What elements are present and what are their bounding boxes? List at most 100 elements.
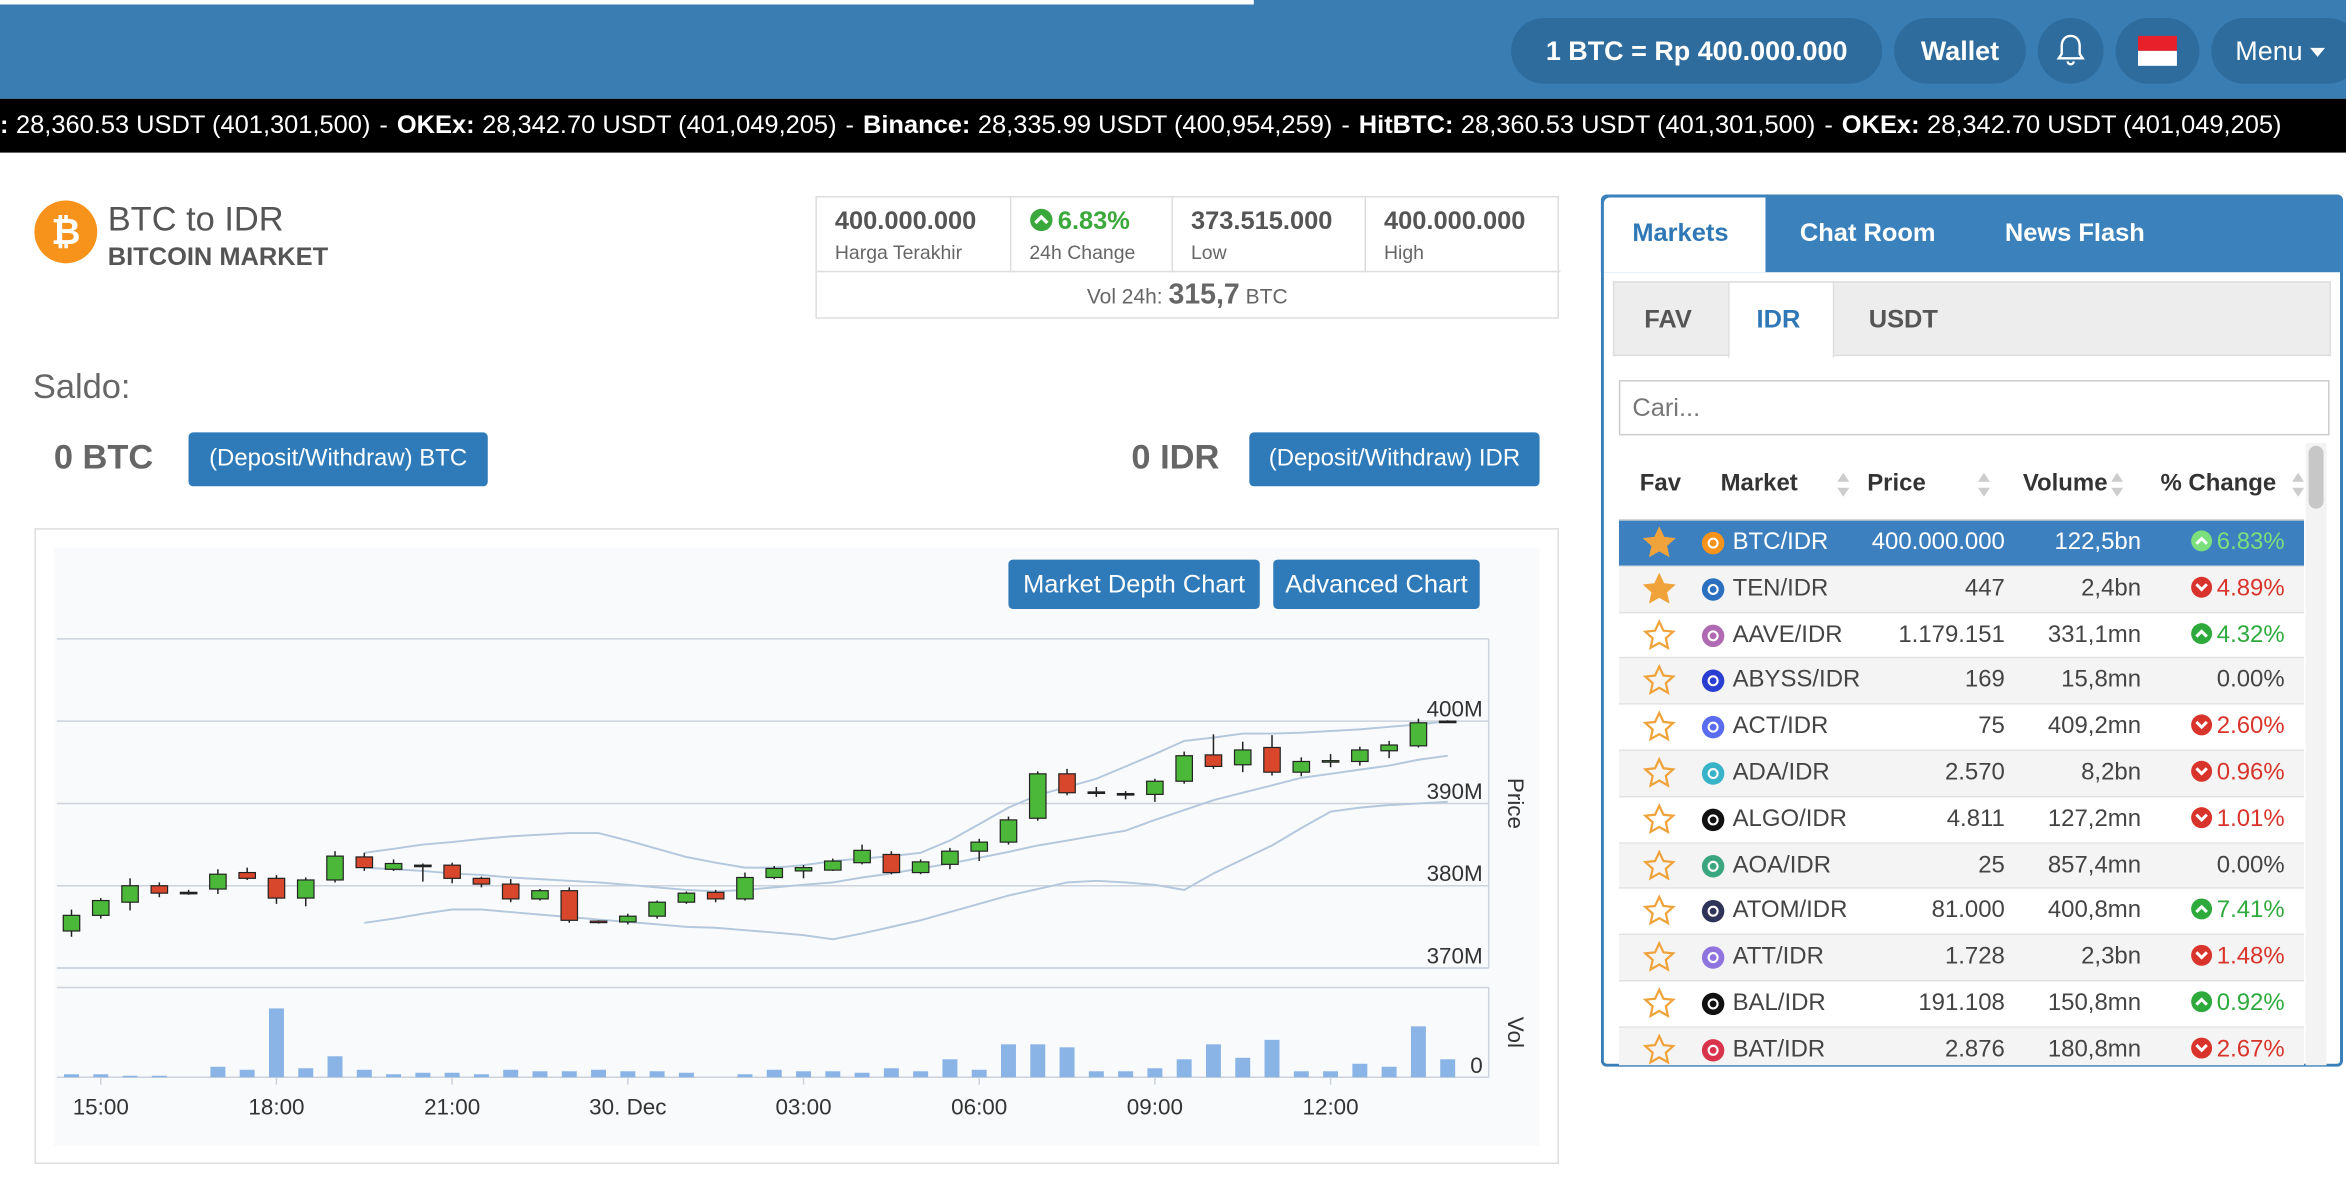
coin-circle [1701, 1038, 1725, 1062]
market-row[interactable]: ADA/IDR 2.570 8,2bn 0.96% [1618, 751, 2305, 798]
change-text: 7.41% [2216, 898, 2285, 924]
star-shape [1642, 987, 1676, 1019]
star-shape [1642, 710, 1676, 742]
coin-icon [1701, 946, 1725, 970]
language-button[interactable] [2115, 17, 2200, 84]
trend-circle [2190, 945, 2212, 967]
coin-icon [1701, 854, 1725, 877]
star-empty[interactable] [1642, 987, 1676, 1020]
coin-circle [1701, 762, 1725, 785]
volume-bar [883, 1068, 899, 1078]
market-change: 1.01% [2190, 806, 2285, 833]
balance-title: Saldo: [32, 366, 131, 406]
market-change: 2.67% [2190, 1037, 2285, 1064]
star-empty[interactable] [1642, 757, 1676, 790]
column-header[interactable]: Market [1720, 471, 1798, 497]
column-header[interactable]: Volume [2022, 471, 2108, 497]
column-header[interactable]: % Change [2160, 471, 2277, 497]
trend-arrow [2194, 767, 2208, 776]
menu-button[interactable]: Menu [2211, 17, 2346, 84]
coin-icon [1701, 670, 1725, 693]
notification-button[interactable] [2037, 17, 2104, 84]
scroll-thumb[interactable] [2308, 445, 2324, 509]
ticker-price: 28,342.70 USDT (401,049,205) [482, 110, 837, 140]
market-row[interactable]: ATT/IDR 1.728 2,3bn 1.48% [1618, 935, 2305, 982]
market-row[interactable]: BAT/IDR 2.876 180,8mn 2.67% [1618, 1027, 2305, 1066]
market-price: 169 [1964, 667, 2005, 694]
market-row[interactable]: AAVE/IDR 1.179.151 331,1mn 4.32% [1618, 612, 2305, 659]
candle-body [589, 920, 608, 924]
volume-bar [649, 1071, 665, 1078]
subtab[interactable]: IDR [1756, 305, 1801, 334]
volume-bar [1381, 1066, 1397, 1078]
coin-icon [1701, 716, 1725, 739]
search-input[interactable]: Cari... [1618, 380, 2330, 436]
tab[interactable]: News Flash [2004, 218, 2145, 247]
btc-deposit-button[interactable]: (Deposit/Withdraw) BTC [188, 432, 488, 487]
market-change: 2.60% [2190, 714, 2285, 741]
market-row[interactable]: BAL/IDR 191.108 150,8mn 0.92% [1618, 981, 2305, 1028]
x-tick-label: 12:00 [1302, 1095, 1358, 1120]
wallet-button[interactable]: Wallet [1894, 17, 2026, 84]
tab[interactable]: Markets [1632, 218, 1729, 247]
candle-body [472, 877, 491, 885]
coin-mark [1707, 952, 1719, 964]
subtab[interactable]: USDT [1868, 305, 1938, 334]
ticker-separator: - [1341, 110, 1350, 140]
subtab[interactable]: FAV [1644, 305, 1692, 334]
candle-body [443, 864, 461, 879]
volume-bar [913, 1071, 929, 1078]
coin-circle [1701, 577, 1725, 601]
market-price: 191.108 [1918, 990, 2005, 1016]
rate-pill[interactable]: 1 BTC = Rp 400.000.000 [1511, 17, 1883, 84]
sort-arrows [2111, 472, 2124, 497]
market-row[interactable]: ACT/IDR 75 409,2mn 2.60% [1618, 704, 2305, 752]
market-row[interactable]: ABYSS/IDR 169 15,8mn 0.00% [1618, 658, 2305, 705]
candle-body [1351, 749, 1369, 763]
stat-label: Low [1190, 240, 1227, 264]
market-change: 0.00% [2217, 852, 2285, 879]
market-row[interactable]: BTC/IDR 400.000.000 122,5bn 6.83% [1618, 520, 2305, 567]
ticker-exchange: OKEx: [1841, 110, 1920, 140]
volume-bar [268, 1008, 284, 1078]
volume-bar [473, 1074, 489, 1078]
idr-deposit-button[interactable]: (Deposit/Withdraw) IDR [1249, 432, 1540, 487]
candle-body [1438, 720, 1457, 724]
star-empty[interactable] [1642, 941, 1676, 974]
star-empty[interactable] [1642, 1033, 1676, 1066]
star-empty[interactable] [1642, 895, 1676, 928]
stats-row-divider [816, 270, 1561, 273]
market-price: 2.876 [1944, 1036, 2005, 1062]
candle-body [1087, 791, 1106, 795]
trend-arrow [2194, 582, 2208, 592]
star-filled[interactable] [1642, 572, 1676, 606]
market-row[interactable]: TEN/IDR 447 2,4bn 4.89% [1618, 566, 2305, 613]
market-name: AOA/IDR [1732, 852, 1832, 878]
market-row[interactable]: AOA/IDR 25 857,4mn 0.00% [1618, 843, 2305, 890]
star-empty[interactable] [1642, 710, 1676, 744]
market-row[interactable]: ATOM/IDR 81.000 400,8mn 7.41% [1618, 889, 2305, 936]
advanced-chart-button[interactable]: Advanced Chart [1273, 559, 1480, 609]
column-header[interactable]: Fav [1639, 471, 1682, 497]
star-empty[interactable] [1642, 664, 1676, 698]
volume-bar [298, 1068, 314, 1078]
vol-tick-label: 0 [1470, 1053, 1482, 1078]
candle-body [150, 885, 169, 894]
change-text: 1.01% [2216, 806, 2285, 832]
depth-chart-button[interactable]: Market Depth Chart [1008, 559, 1260, 609]
tab[interactable]: Chat Room [1799, 218, 1936, 247]
star-empty[interactable] [1642, 618, 1676, 652]
ticker-exchange: HitBTC: [1358, 110, 1454, 140]
star-empty[interactable] [1642, 803, 1676, 836]
candle-body [384, 862, 403, 870]
star-filled[interactable] [1642, 526, 1676, 560]
change-text: 0.00% [2216, 852, 2285, 878]
market-row[interactable]: ALGO/IDR 4.811 127,2mn 1.01% [1618, 797, 2305, 844]
up-icon [1030, 208, 1053, 232]
stats-divider [1364, 197, 1367, 273]
star-empty[interactable] [1642, 849, 1676, 882]
column-header[interactable]: Price [1867, 471, 1926, 497]
x-tick-label: 06:00 [951, 1095, 1007, 1120]
y-tick-label: 380M [1427, 861, 1483, 886]
bitcoin-logo: ₿ [34, 200, 98, 264]
